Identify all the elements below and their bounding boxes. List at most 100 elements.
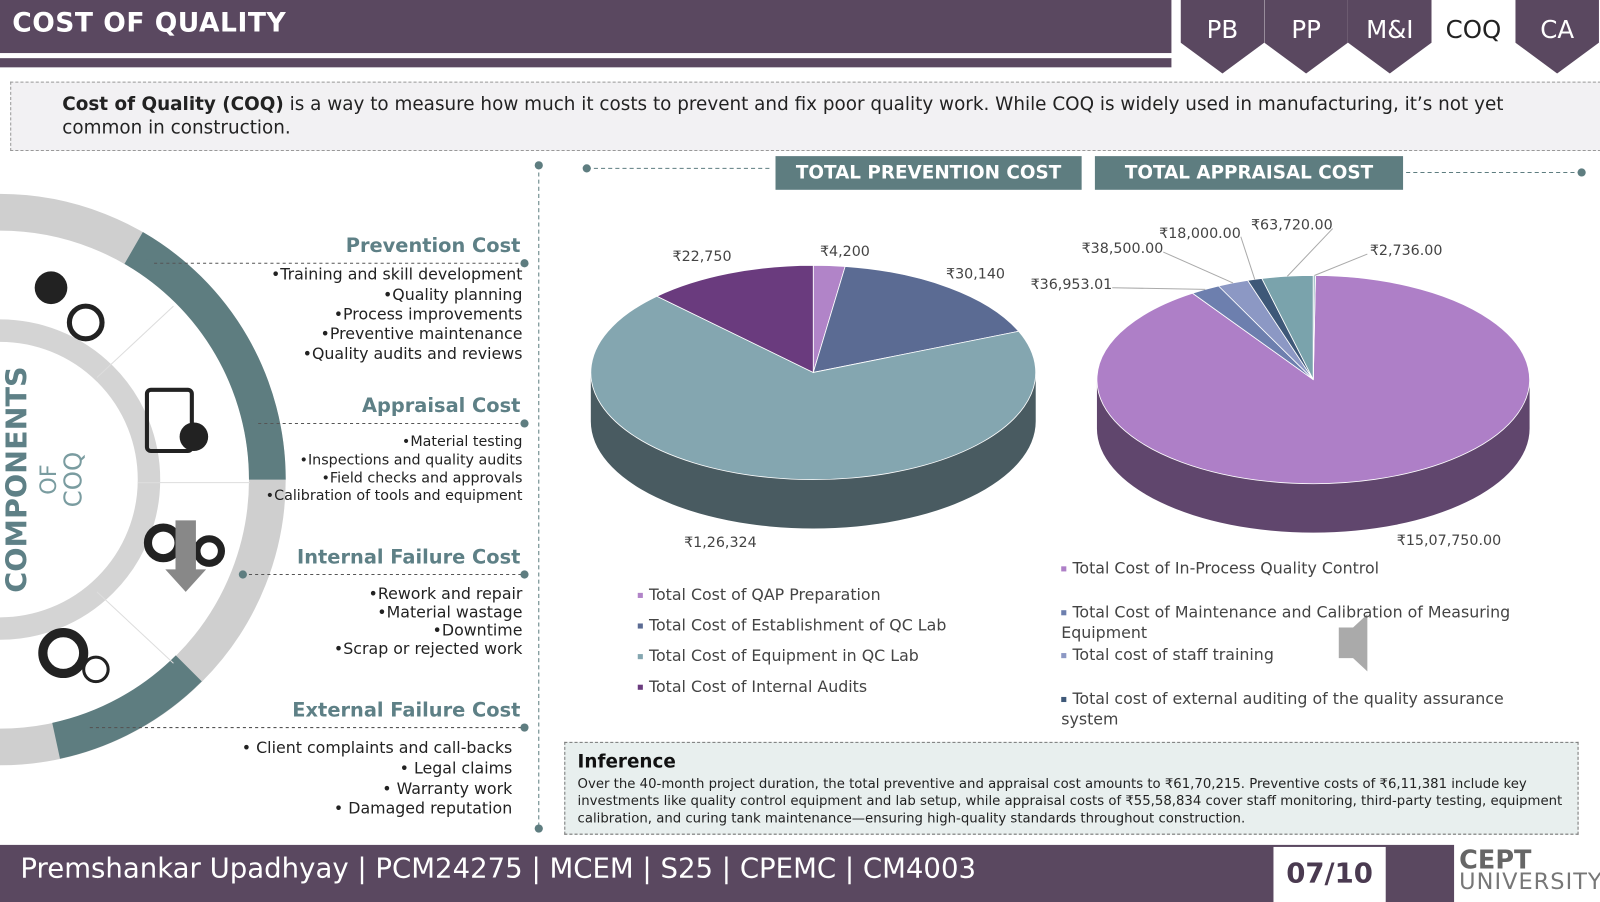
legend-item: Total Cost of In-Process Quality Control bbox=[1061, 558, 1541, 578]
legend-label: Total Cost of Internal Audits bbox=[648, 677, 868, 696]
legend-marker bbox=[1061, 696, 1067, 703]
slice bbox=[655, 264, 814, 374]
dot bbox=[534, 824, 543, 833]
bullet: • Legal claims bbox=[399, 759, 513, 778]
legend-marker bbox=[1061, 610, 1067, 616]
slice bbox=[590, 295, 1037, 480]
section-heading: Appraisal Cost bbox=[361, 394, 521, 418]
leader-line bbox=[1112, 287, 1206, 290]
components-of: OF bbox=[36, 464, 62, 495]
data-label: ₹15,07,750.00 bbox=[1397, 533, 1501, 549]
legend-label: Total Cost of Establishment of QC Lab bbox=[648, 616, 947, 635]
legend-item: Total Cost of Equipment in QC Lab bbox=[637, 646, 1046, 666]
icon bbox=[66, 303, 105, 342]
header-title: COST OF QUALITY bbox=[12, 8, 287, 39]
bullet: •Scrap or rejected work bbox=[333, 639, 523, 659]
dot bbox=[79, 723, 88, 732]
legend-label: Total Cost of Maintenance and Calibratio… bbox=[1061, 603, 1511, 642]
legend-item: Total cost of staff training bbox=[1061, 645, 1541, 665]
legend-marker bbox=[637, 623, 643, 629]
dot bbox=[520, 723, 529, 732]
data-label: ₹30,140 bbox=[946, 267, 1005, 283]
ring-segment bbox=[124, 232, 286, 480]
icon bbox=[143, 523, 183, 563]
legend-label: Total Cost of Equipment in QC Lab bbox=[648, 646, 919, 666]
slice-side bbox=[590, 372, 1036, 529]
icon bbox=[165, 520, 207, 592]
icon bbox=[193, 535, 226, 567]
header-stripe bbox=[0, 58, 1172, 68]
dot bbox=[520, 259, 529, 268]
legend-marker bbox=[637, 592, 643, 598]
data-label: ₹4,200 bbox=[820, 244, 870, 260]
chart-title: TOTAL PREVENTION COST bbox=[775, 156, 1082, 190]
bullet: • Client complaints and call-backs bbox=[241, 738, 513, 758]
leader-line bbox=[1314, 253, 1368, 276]
icon bbox=[179, 422, 209, 452]
bullet: •Downtime bbox=[432, 621, 523, 640]
dot bbox=[520, 570, 529, 579]
slice bbox=[812, 265, 1020, 373]
bullet: • Warranty work bbox=[382, 779, 513, 798]
dot bbox=[238, 570, 247, 579]
intro-text: is a way to measure how much it costs to… bbox=[62, 93, 1504, 139]
data-label: ₹1,26,324 bbox=[684, 535, 757, 551]
icon bbox=[34, 271, 68, 305]
legend-label: Total Cost of QAP Preparation bbox=[648, 585, 881, 605]
logo-bottom: UNIVERSITY bbox=[1459, 869, 1600, 895]
bullet: •Calibration of tools and equipment bbox=[265, 487, 523, 505]
components-coq: COQ bbox=[59, 452, 88, 508]
data-label: ₹22,750 bbox=[673, 249, 732, 265]
bullet: •Preventive maintenance bbox=[320, 324, 523, 343]
data-label: ₹36,953.01 bbox=[1031, 277, 1113, 293]
legend-label: Total cost of external auditing of the q… bbox=[1061, 689, 1504, 729]
legend-item: Total Cost of Establishment of QC Lab bbox=[637, 615, 1046, 635]
section-heading: Prevention Cost bbox=[345, 234, 521, 258]
bullet: •Training and skill development bbox=[270, 265, 523, 284]
legend-marker bbox=[1061, 566, 1067, 572]
bullet: •Process improvements bbox=[333, 305, 523, 324]
inner-ring bbox=[0, 319, 161, 640]
data-label: ₹63,720.00 bbox=[1251, 218, 1333, 234]
inference-title: Inference bbox=[577, 751, 676, 773]
inference-text: Over the 40-month project duration, the … bbox=[577, 776, 1563, 827]
dot bbox=[247, 419, 257, 428]
header-bar bbox=[0, 0, 1172, 54]
divider bbox=[96, 305, 174, 378]
dot bbox=[582, 164, 591, 173]
ring-segment bbox=[51, 655, 202, 759]
dot bbox=[1577, 168, 1586, 177]
leader-line bbox=[1163, 251, 1234, 284]
bullet: •Quality planning bbox=[382, 285, 523, 305]
divider bbox=[96, 591, 174, 664]
dot bbox=[143, 259, 153, 268]
bullet: •Rework and repair bbox=[368, 584, 523, 604]
legend-marker bbox=[637, 684, 643, 690]
data-label: ₹18,000.00 bbox=[1159, 226, 1241, 242]
bullet: •Field checks and approvals bbox=[321, 470, 523, 487]
icon bbox=[82, 655, 110, 684]
legend-item: Total cost of external auditing of the q… bbox=[1061, 689, 1541, 730]
section-heading: Internal Failure Cost bbox=[297, 545, 521, 569]
legend-item: Total Cost of QAP Preparation bbox=[637, 585, 1046, 605]
chart-title: TOTAL APPRAISAL COST bbox=[1094, 156, 1404, 190]
bullet: • Damaged reputation bbox=[333, 798, 513, 818]
legend-item: Total Cost of Maintenance and Calibratio… bbox=[1061, 602, 1541, 643]
legend-label: Total Cost of In-Process Quality Control bbox=[1072, 559, 1380, 578]
inference-box: Inference Over the 40-month project dura… bbox=[564, 741, 1579, 835]
bullet: •Material testing bbox=[401, 433, 523, 451]
footer-author: Premshankar Upadhyay | PCM24275 | MCEM |… bbox=[20, 853, 977, 885]
legend-label: Total cost of staff training bbox=[1072, 645, 1274, 665]
components-title: COMPONENTS bbox=[0, 366, 34, 592]
dot bbox=[534, 161, 543, 170]
icon bbox=[144, 387, 194, 454]
legend-marker bbox=[1061, 653, 1067, 659]
dot bbox=[520, 419, 529, 428]
section-heading: External Failure Cost bbox=[292, 698, 521, 722]
data-label: ₹2,736.00 bbox=[1370, 243, 1443, 259]
legend-marker bbox=[637, 654, 643, 660]
leader-line bbox=[1240, 236, 1256, 280]
